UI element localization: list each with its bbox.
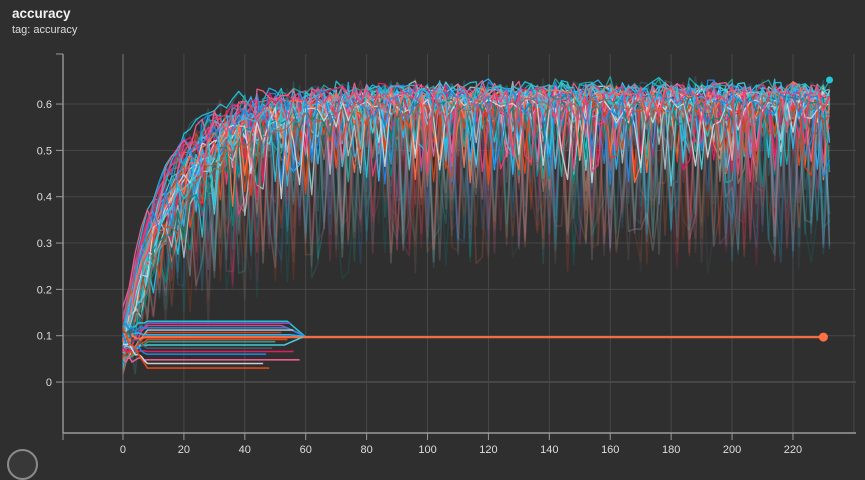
svg-text:0.1: 0.1 (37, 331, 52, 343)
chart-subtitle: tag: accuracy (12, 23, 78, 36)
chart-header: accuracy tag: accuracy (12, 6, 77, 38)
svg-text:0.6: 0.6 (37, 99, 52, 111)
svg-text:120: 120 (479, 444, 497, 456)
svg-text:0.5: 0.5 (37, 145, 52, 157)
svg-text:220: 220 (784, 444, 802, 456)
axes (56, 53, 856, 440)
svg-text:0.3: 0.3 (37, 238, 52, 250)
svg-text:180: 180 (662, 444, 680, 456)
svg-text:100: 100 (418, 444, 436, 456)
accuracy-chart[interactable]: 0 0.1 0.2 0.3 0.4 0.5 0.6 0 20 40 60 80 100 120 140 160… (0, 0, 865, 456)
chart-title: accuracy (12, 6, 71, 21)
svg-text:0: 0 (46, 377, 52, 389)
svg-text:80: 80 (360, 444, 372, 456)
svg-text:0: 0 (120, 444, 126, 456)
svg-text:200: 200 (723, 444, 741, 456)
tick-labels: 0 0.1 0.2 0.3 0.4 0.5 0.6 0 20 40 60 80 100 120 140 160… (37, 99, 802, 456)
svg-text:60: 60 (300, 444, 312, 456)
svg-text:40: 40 (239, 444, 251, 456)
series-smoothed (121, 75, 831, 374)
svg-text:160: 160 (601, 444, 619, 456)
svg-text:140: 140 (540, 444, 558, 456)
runs-fab-button[interactable] (7, 449, 38, 480)
svg-text:0.4: 0.4 (37, 192, 52, 204)
svg-text:20: 20 (178, 444, 190, 456)
svg-text:0.2: 0.2 (37, 284, 52, 296)
endpoint-dots (818, 76, 834, 342)
